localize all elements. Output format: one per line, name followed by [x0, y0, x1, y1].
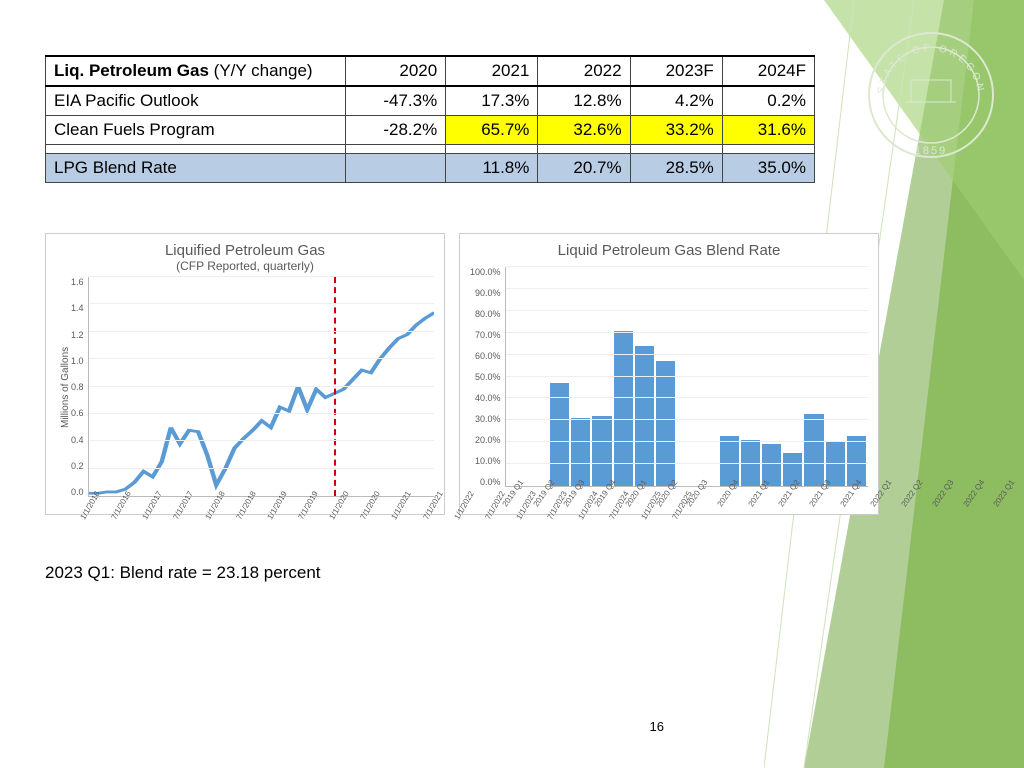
bar [635, 346, 654, 486]
bar-chart: Liquid Petroleum Gas Blend Rate 100.0%90… [459, 233, 879, 515]
table-row: Clean Fuels Program -28.2%65.7%32.6%33.2… [46, 116, 815, 145]
lpg-table: Liq. Petroleum Gas (Y/Y change) 20202021… [45, 55, 815, 183]
page-number: 16 [650, 719, 664, 734]
bar [720, 436, 739, 486]
table-row: EIA Pacific Outlook -47.3%17.3%12.8%4.2%… [46, 86, 815, 116]
bar [592, 416, 611, 486]
chart-title: Liquified Petroleum Gas [56, 242, 434, 259]
svg-text:1859: 1859 [915, 145, 947, 157]
chart-title: Liquid Petroleum Gas Blend Rate [470, 242, 868, 259]
forecast-marker [334, 277, 336, 496]
line-chart: Liquified Petroleum Gas (CFP Reported, q… [45, 233, 445, 515]
bar [550, 383, 569, 486]
bar [804, 414, 823, 486]
table-blend-row: LPG Blend Rate 11.8%20.7%28.5%35.0% [46, 154, 815, 183]
footer-note: 2023 Q1: Blend rate = 23.18 percent [45, 563, 815, 583]
state-seal-icon: STATE OF OREGON 1859 [866, 30, 996, 160]
table-header-row: Liq. Petroleum Gas (Y/Y change) 20202021… [46, 56, 815, 86]
svg-text:STATE OF OREGON: STATE OF OREGON [876, 43, 986, 95]
bar [571, 418, 590, 486]
bar [656, 361, 675, 486]
